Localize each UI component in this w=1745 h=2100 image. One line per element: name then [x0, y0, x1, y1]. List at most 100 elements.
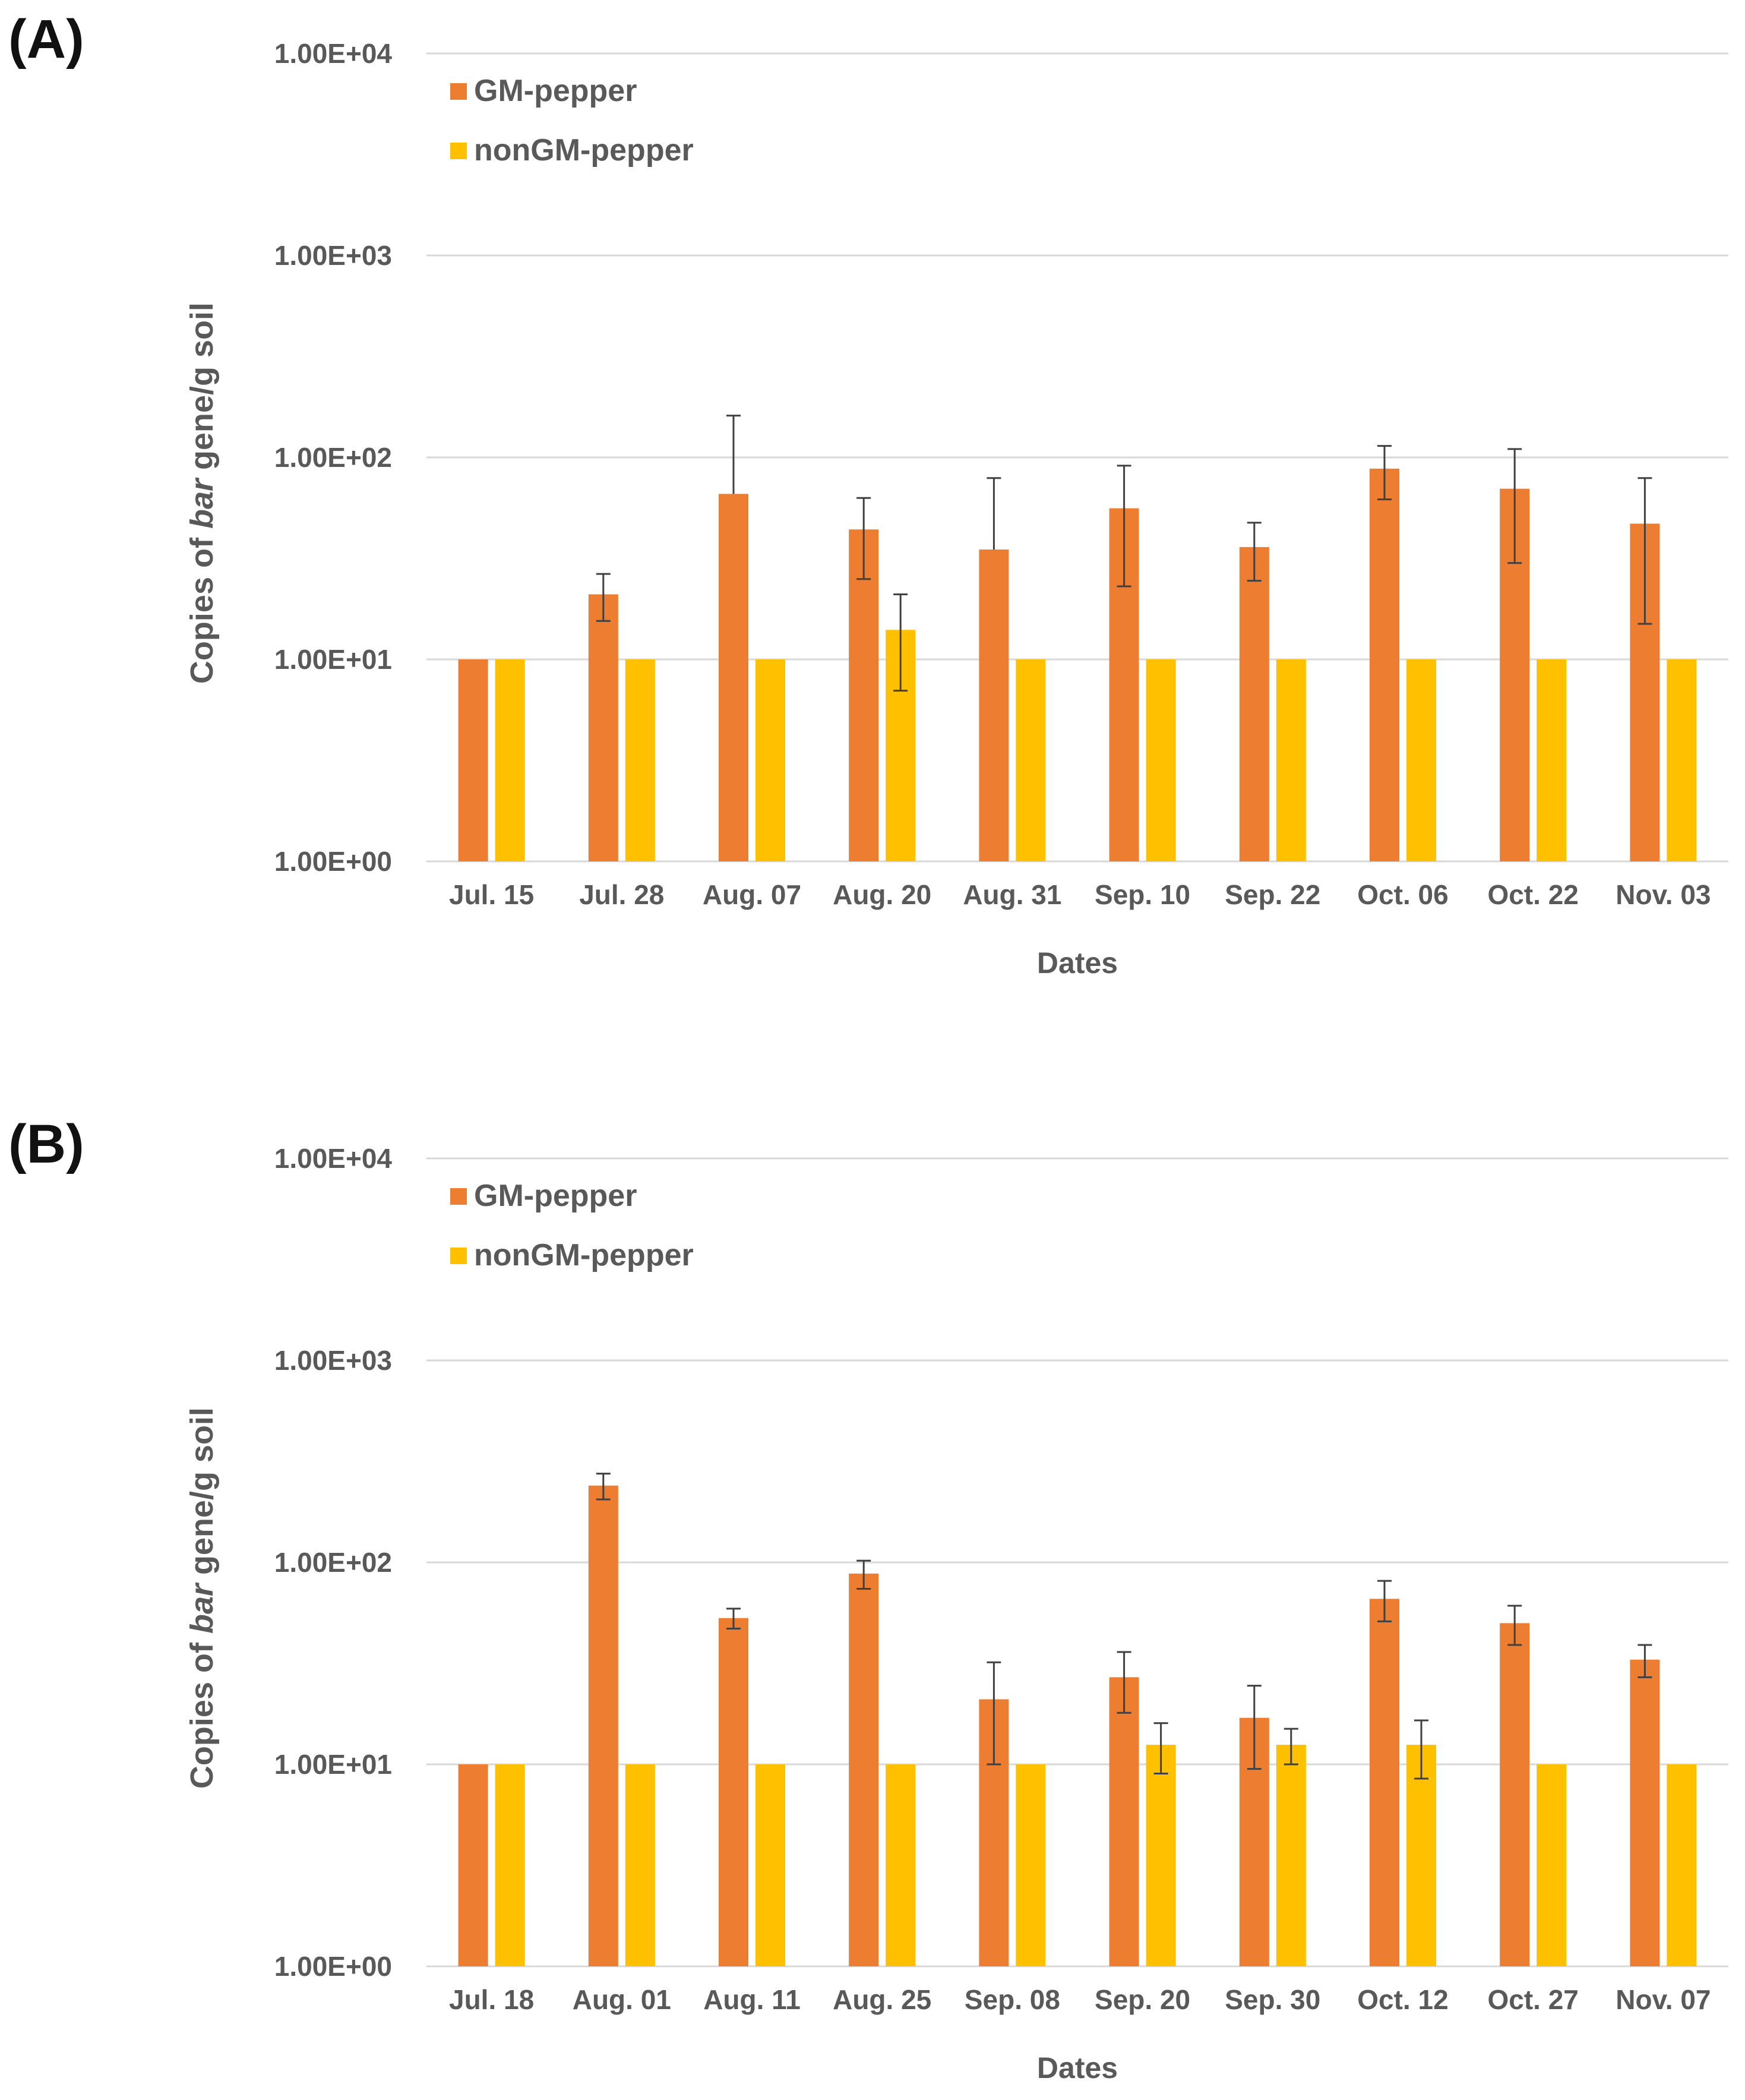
error-bar	[726, 415, 741, 494]
chart-panel-b: (B) 1.00E+00 1.00E+01 1.00E+02 1.00E+03 1.00…	[0, 1105, 1745, 2100]
legend-label: GM-pepper	[474, 74, 637, 108]
x-tick-label: Aug. 11	[703, 1984, 801, 2015]
x-tick-label: Jul. 15	[449, 879, 534, 910]
x-tick-label: Sep. 10	[1095, 879, 1190, 910]
bar-nongm	[1016, 659, 1046, 861]
y-tick-label: 1.00E+03	[274, 1345, 392, 1376]
x-tick-label: Oct. 22	[1487, 879, 1578, 910]
y-tick-label: 1.00E+03	[274, 240, 392, 271]
y-axis-title-part: Copies of	[184, 1634, 220, 1789]
error-bar	[1153, 1722, 1168, 1775]
bar-gm	[1109, 1677, 1139, 1966]
legend-swatch	[450, 83, 467, 100]
x-tick-label: Aug. 07	[703, 879, 801, 910]
bar-gm	[458, 659, 488, 861]
error-bar	[596, 573, 611, 622]
x-tick-label: Jul. 18	[449, 1984, 534, 2015]
bar-gm	[458, 1764, 488, 1966]
error-bar	[1377, 1580, 1392, 1622]
x-tick-label: Aug. 31	[963, 879, 1061, 910]
y-axis-title-part: gene/g soil	[184, 302, 220, 479]
bar-nongm	[886, 1764, 916, 1966]
error-bar	[1637, 1644, 1652, 1678]
error-bar	[1247, 522, 1262, 582]
error-bar	[987, 477, 1001, 550]
bar-gm	[1370, 468, 1399, 861]
y-tick-label: 1.00E+00	[274, 1951, 392, 1982]
x-tick-label: Nov. 03	[1616, 879, 1711, 910]
legend-swatch	[450, 1188, 467, 1205]
y-axis-title: Copies of bar gene/g soil	[184, 302, 220, 684]
bar-nongm	[1537, 1764, 1567, 1966]
legend-swatch	[450, 1248, 467, 1264]
x-tick-label: Oct. 06	[1357, 879, 1448, 910]
bar-nongm	[1146, 1745, 1176, 1966]
x-tick-label: Sep. 30	[1225, 1984, 1320, 2015]
legend-label: nonGM-pepper	[474, 133, 694, 168]
x-tick-label: Sep. 22	[1225, 879, 1320, 910]
x-axis-title: Dates	[1037, 2051, 1118, 2085]
y-tick-label: 1.00E+02	[274, 442, 392, 473]
y-axis-title: Copies of bar gene/g soil	[184, 1407, 220, 1789]
bar-gm	[849, 1573, 879, 1966]
bar-chart-a: 1.00E+00 1.00E+01 1.00E+02 1.00E+03 1.00E+04…	[184, 38, 1728, 980]
x-axis-title: Dates	[1037, 946, 1118, 980]
bar-gm	[1500, 1623, 1530, 1966]
y-tick-label: 1.00E+01	[274, 1749, 392, 1780]
error-bar	[1247, 1685, 1262, 1770]
legend-label: GM-pepper	[474, 1179, 637, 1213]
x-tick-label: Aug. 25	[833, 1984, 931, 2015]
x-tick-label: Jul. 28	[579, 879, 664, 910]
y-tick-label: 1.00E+00	[274, 846, 392, 877]
x-tick-label: Aug. 01	[573, 1984, 671, 2015]
bar-nongm	[1406, 1745, 1436, 1966]
x-tick-label: Nov. 07	[1616, 1984, 1711, 2015]
y-tick-label: 1.00E+04	[274, 38, 393, 69]
bar-nongm	[1537, 659, 1567, 861]
bar-gm	[1370, 1599, 1399, 1966]
bar-nongm	[1276, 659, 1306, 861]
error-bar	[856, 1559, 871, 1590]
error-bar	[1507, 1605, 1522, 1646]
error-bar	[596, 1473, 611, 1501]
bar-nongm	[1406, 659, 1436, 861]
y-tick-label: 1.00E+01	[274, 644, 392, 675]
error-bar	[1414, 1719, 1428, 1780]
y-axis-title-part: gene/g soil	[184, 1407, 220, 1584]
error-bar	[1377, 445, 1392, 501]
error-bar	[1117, 465, 1131, 588]
legend-swatch	[450, 143, 467, 159]
y-axis-title-part: bar	[184, 1582, 220, 1634]
x-tick-label: Oct. 12	[1357, 1984, 1448, 2015]
bar-nongm	[495, 1764, 525, 1966]
bar-gm	[1239, 547, 1269, 861]
x-tick-label: Sep. 08	[965, 1984, 1060, 2015]
bar-nongm	[1276, 1745, 1306, 1966]
bar-gm	[979, 550, 1009, 861]
bar-gm	[588, 1485, 618, 1966]
bar-gm	[849, 529, 879, 861]
bar-nongm	[755, 1764, 785, 1966]
bar-nongm	[625, 1764, 655, 1966]
bar-gm	[719, 494, 748, 861]
error-bar	[726, 1608, 741, 1630]
error-bar	[856, 497, 871, 580]
error-bar	[987, 1661, 1001, 1766]
bar-gm	[719, 1618, 748, 1966]
error-bar	[893, 593, 908, 692]
bar-gm	[1630, 1659, 1660, 1966]
bar-nongm	[1667, 659, 1697, 861]
bar-gm	[588, 594, 618, 861]
bar-nongm	[1667, 1764, 1697, 1966]
legend-label: nonGM-pepper	[474, 1238, 694, 1272]
panel-label-a: (A)	[8, 9, 84, 70]
bar-nongm	[1016, 1764, 1046, 1966]
bar-nongm	[755, 659, 785, 861]
x-tick-label: Aug. 20	[833, 879, 931, 910]
y-tick-label: 1.00E+02	[274, 1547, 392, 1578]
error-bar	[1117, 1651, 1131, 1714]
bar-nongm	[1146, 659, 1176, 861]
bar-nongm	[625, 659, 655, 861]
error-bar	[1507, 448, 1522, 564]
y-tick-label: 1.00E+04	[274, 1143, 393, 1174]
